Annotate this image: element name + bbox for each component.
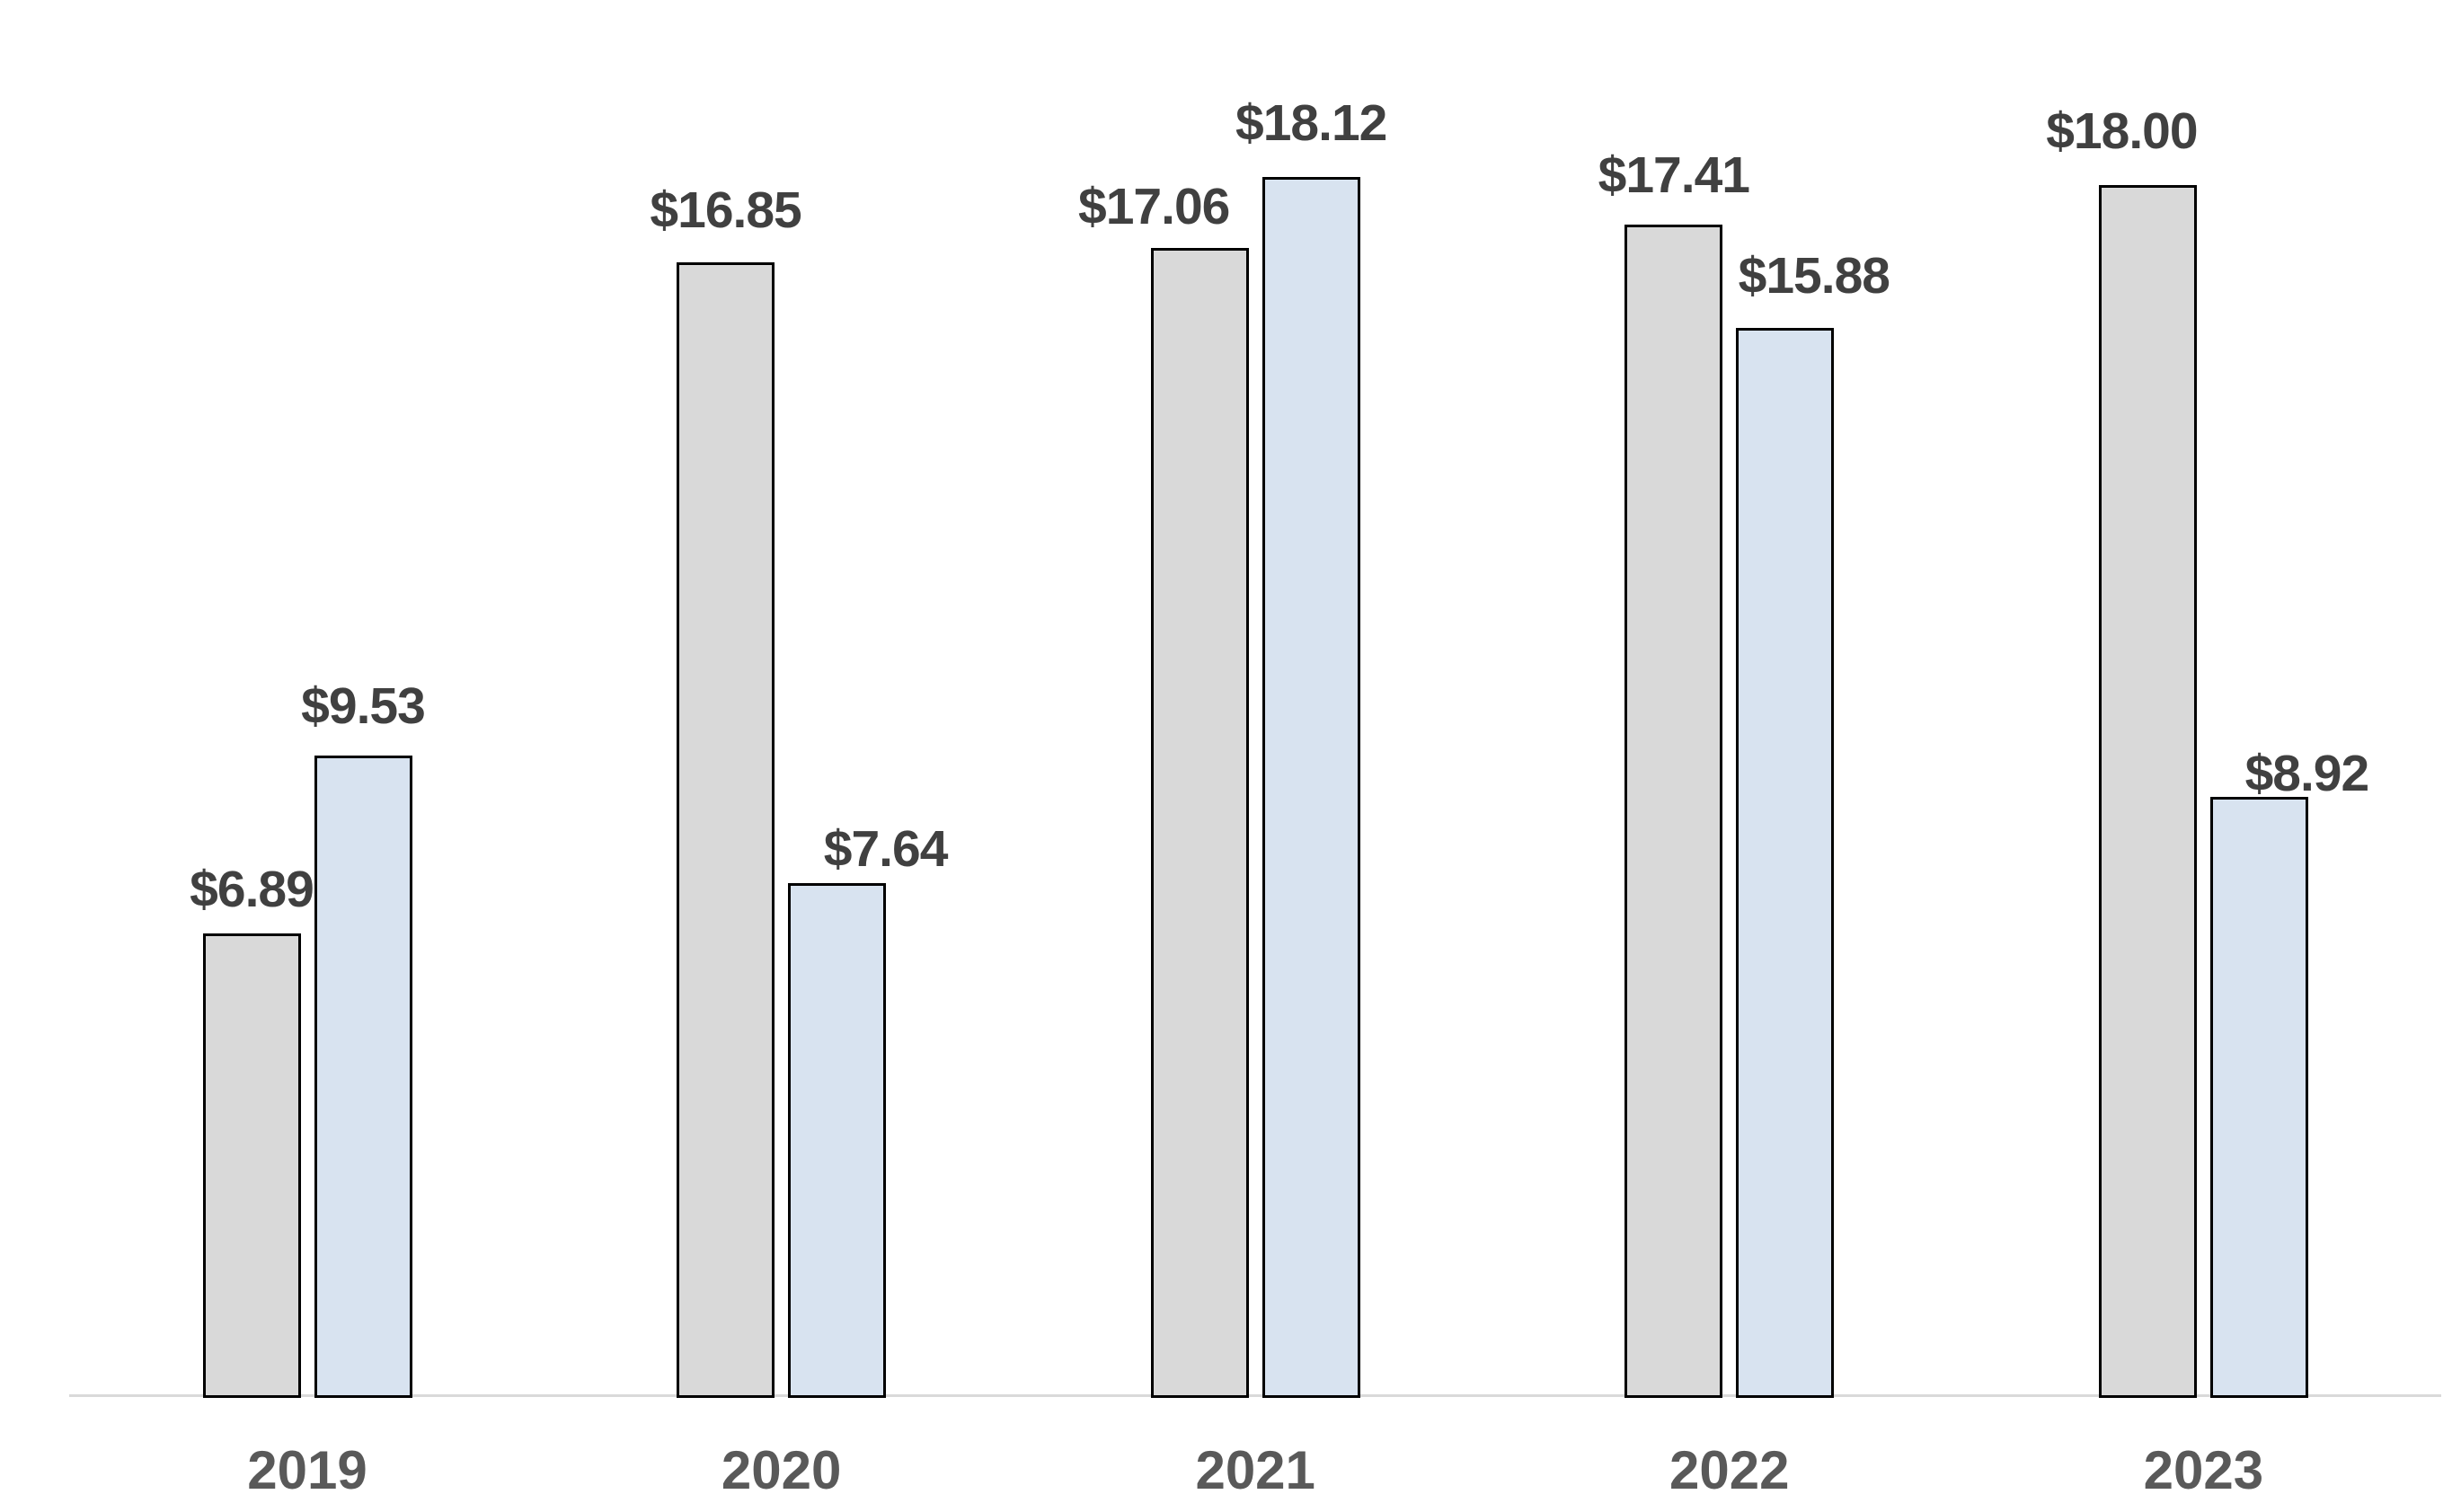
value-label-gray-series-2022: $17.41 <box>1598 146 1750 204</box>
bar-blue-series-2021 <box>1261 177 1360 1398</box>
x-axis-baseline <box>69 1394 2441 1397</box>
value-label-gray-series-2020: $16.85 <box>650 181 801 239</box>
value-label-blue-series-2020: $7.64 <box>823 820 949 878</box>
category-label-2019: 2019 <box>247 1440 367 1500</box>
bar-blue-series-2019 <box>314 756 412 1398</box>
bar-gray-series-2023 <box>2098 185 2197 1398</box>
value-label-blue-series-2023: $8.92 <box>2244 745 2370 802</box>
bar-gray-series-2022 <box>1624 225 1723 1398</box>
value-label-gray-series-2019: $6.89 <box>190 861 314 918</box>
bar-gray-series-2020 <box>677 262 775 1398</box>
value-label-blue-series-2019: $9.53 <box>301 677 426 735</box>
value-label-gray-series-2021: $17.06 <box>1078 178 1230 235</box>
category-label-2022: 2022 <box>1669 1440 1790 1500</box>
value-label-blue-series-2022: $15.88 <box>1738 247 1890 305</box>
bar-gray-series-2021 <box>1150 248 1249 1398</box>
bar-blue-series-2020 <box>788 883 887 1398</box>
value-label-gray-series-2023: $18.00 <box>2046 102 2198 160</box>
bar-blue-series-2023 <box>2209 797 2308 1398</box>
category-label-2023: 2023 <box>2143 1440 2264 1500</box>
bar-blue-series-2022 <box>1736 328 1835 1398</box>
value-label-blue-series-2021: $18.12 <box>1235 94 1387 152</box>
category-label-2020: 2020 <box>721 1440 842 1500</box>
bar-gray-series-2019 <box>202 933 301 1398</box>
category-label-2021: 2021 <box>1195 1440 1315 1500</box>
